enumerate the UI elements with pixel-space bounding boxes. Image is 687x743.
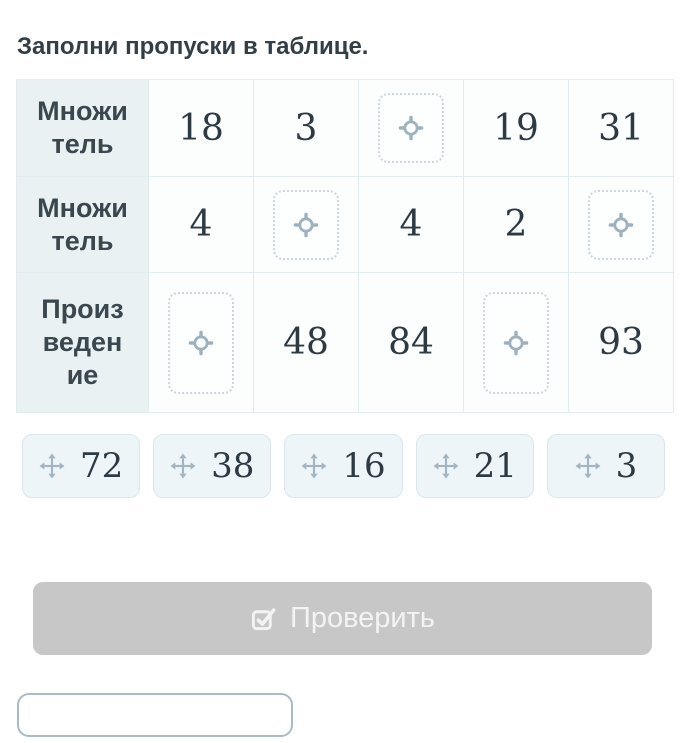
table-value-cell: 48 xyxy=(254,273,359,413)
header-line: тель xyxy=(51,225,114,256)
move-arrows-icon xyxy=(39,453,65,479)
header-line: ие xyxy=(66,360,99,390)
move-crosshair-icon xyxy=(503,330,529,355)
dropzone[interactable] xyxy=(588,189,654,260)
dropzone[interactable] xyxy=(483,291,549,394)
move-crosshair-icon xyxy=(293,212,319,237)
move-arrows-icon xyxy=(301,453,327,479)
table-value-cell: 4 xyxy=(149,177,254,273)
dropzone[interactable] xyxy=(273,189,339,260)
page-title: Заполни пропуски в таблице. xyxy=(17,33,369,60)
table-drop-cell xyxy=(254,177,359,273)
table-value-cell: 93 xyxy=(569,273,674,413)
header-line: Произ xyxy=(41,294,124,324)
check-square-icon xyxy=(251,608,276,631)
move-crosshair-icon xyxy=(608,212,634,237)
dropzone[interactable] xyxy=(168,291,234,394)
cell-number: 4 xyxy=(189,204,213,245)
table-value-cell: 3 xyxy=(254,80,359,177)
chip-number: 72 xyxy=(79,446,124,486)
move-crosshair-icon xyxy=(398,115,424,141)
move-arrows-icon xyxy=(433,453,459,479)
row-header-product: Произ веден ие xyxy=(17,273,149,413)
header-line: тель xyxy=(51,129,114,159)
header-line: Множи xyxy=(37,192,128,223)
check-button[interactable]: Проверить xyxy=(33,582,652,655)
multiplication-table: Множи тель 18 3 19 31 Множи тель 4 xyxy=(16,79,674,413)
table-drop-cell xyxy=(464,273,569,413)
draggable-chip-72[interactable]: 72 xyxy=(22,434,141,498)
cell-number: 84 xyxy=(388,322,434,363)
table-value-cell: 2 xyxy=(464,177,569,273)
header-line: Множи xyxy=(37,96,128,126)
check-button-label: Проверить xyxy=(289,602,436,634)
cell-number: 18 xyxy=(178,107,224,149)
table-drop-cell xyxy=(359,80,464,177)
chip-number: 16 xyxy=(342,446,386,486)
draggable-chip-16[interactable]: 16 xyxy=(284,434,403,498)
header-line: веден xyxy=(42,327,123,357)
table-drop-cell xyxy=(569,177,674,273)
chip-number: 38 xyxy=(211,446,255,486)
cell-number: 3 xyxy=(294,107,318,149)
move-arrows-icon xyxy=(170,453,196,479)
dropzone[interactable] xyxy=(378,93,444,163)
cell-number: 93 xyxy=(598,322,644,363)
answer-chips-tray: 72 38 16 21 3 xyxy=(22,434,666,498)
draggable-chip-21[interactable]: 21 xyxy=(415,434,534,498)
table-drop-cell xyxy=(149,273,254,413)
row-header-multiplier-2: Множи тель xyxy=(17,177,149,273)
draggable-chip-38[interactable]: 38 xyxy=(153,434,272,498)
cell-number: 31 xyxy=(598,107,644,149)
cell-number: 2 xyxy=(504,204,528,245)
move-arrows-icon xyxy=(575,453,601,479)
cell-number: 48 xyxy=(283,322,329,363)
cell-number: 4 xyxy=(399,204,423,245)
move-crosshair-icon xyxy=(188,330,214,355)
table-value-cell: 18 xyxy=(149,80,254,177)
row-header-multiplier-1: Множи тель xyxy=(17,80,149,177)
chip-number: 3 xyxy=(615,446,638,486)
chip-number: 21 xyxy=(473,446,517,486)
table-value-cell: 31 xyxy=(569,80,674,177)
cell-number: 19 xyxy=(493,107,539,149)
draggable-chip-3[interactable]: 3 xyxy=(546,434,666,498)
partial-bottom-card[interactable] xyxy=(17,693,293,737)
table-value-cell: 19 xyxy=(464,80,569,177)
table-value-cell: 4 xyxy=(359,177,464,273)
table-value-cell: 84 xyxy=(359,273,464,413)
